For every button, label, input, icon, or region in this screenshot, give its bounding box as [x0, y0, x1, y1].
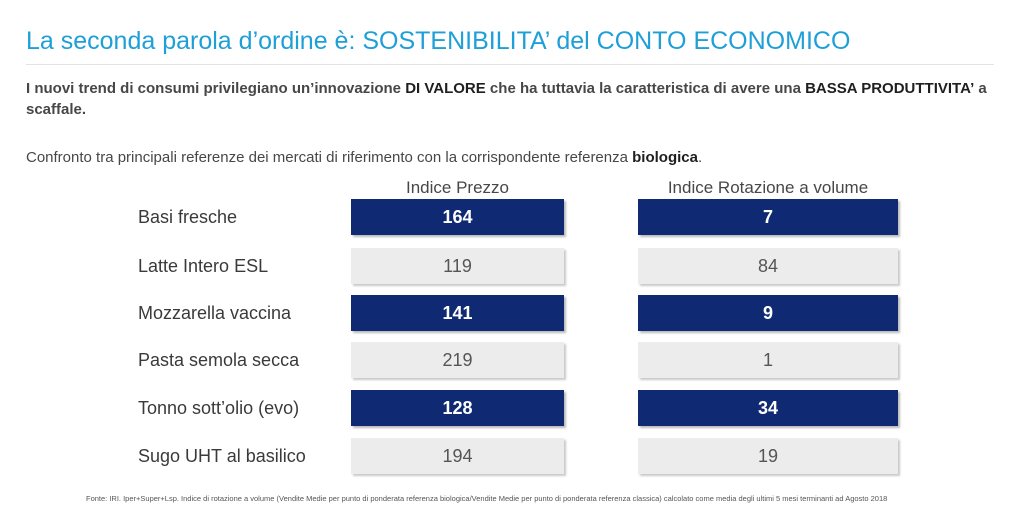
subtitle-bold1: DI VALORE: [405, 80, 486, 97]
rotation-index-cell: 7: [638, 199, 898, 235]
source-footnote: Fonte: IRI. Iper+Super+Lsp. Indice di ro…: [86, 494, 888, 503]
row-label: Basi fresche: [138, 207, 238, 227]
rotation-index-cell: 19: [638, 438, 898, 474]
row-label: Latte Intero ESL: [138, 256, 269, 276]
subtitle-part2: che ha tuttavia la caratteristica di ave…: [485, 80, 806, 97]
column-header-price: Indice Prezzo: [406, 178, 509, 197]
intro-main: Confronto tra principali referenze dei m…: [26, 149, 633, 166]
table-row: Basi fresche 164 7: [0, 199, 1024, 235]
intro-text: Confronto tra principali referenze dei m…: [26, 149, 702, 166]
title-divider: [26, 64, 994, 65]
subtitle-part1: I nuovi trend di consumi privilegiano un…: [26, 80, 406, 97]
price-index-cell: 219: [351, 342, 564, 378]
table-row: Pasta semola secca 219 1: [0, 342, 1024, 378]
page-title: La seconda parola d’ordine è: SOSTENIBIL…: [26, 27, 851, 55]
rotation-index-cell: 34: [638, 390, 898, 426]
table-row: Latte Intero ESL 119 84: [0, 248, 1024, 284]
rotation-index-cell: 84: [638, 248, 898, 284]
price-index-cell: 141: [351, 295, 564, 331]
table-row: Tonno sott’olio (evo) 128 34: [0, 390, 1024, 426]
row-label: Pasta semola secca: [138, 350, 300, 370]
price-index-cell: 194: [351, 438, 564, 474]
rotation-index-cell: 1: [638, 342, 898, 378]
intro-end: .: [697, 149, 703, 166]
price-index-cell: 119: [351, 248, 564, 284]
intro-bold: biologica: [632, 149, 698, 166]
row-label: Tonno sott’olio (evo): [138, 398, 300, 418]
row-label: Mozzarella vaccina: [138, 303, 292, 323]
column-header-rotation: Indice Rotazione a volume: [667, 178, 869, 197]
row-label: Sugo UHT al basilico: [138, 446, 306, 466]
table-row: Mozzarella vaccina 141 9: [0, 295, 1024, 331]
subtitle: I nuovi trend di consumi privilegiano un…: [26, 78, 1001, 120]
rotation-index-cell: 9: [638, 295, 898, 331]
price-index-cell: 164: [351, 199, 564, 235]
subtitle-bold2: BASSA PRODUTTIVITA’: [805, 80, 975, 97]
table-row: Sugo UHT al basilico 194 19: [0, 438, 1024, 474]
subtitle-part3: a scaffale.: [26, 80, 987, 118]
price-index-cell: 128: [351, 390, 564, 426]
